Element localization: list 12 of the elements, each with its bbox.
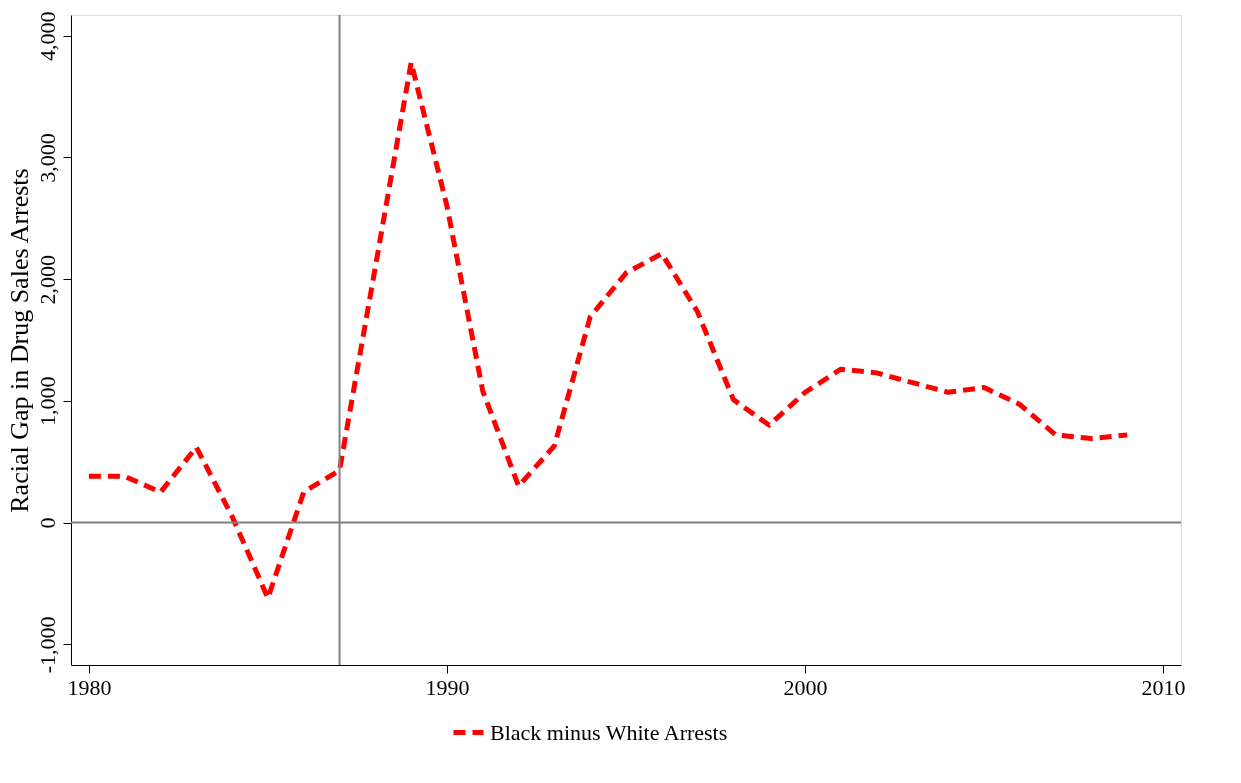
x-tick-label: 2010 [1141,674,1186,700]
y-tick-label: 1,000 [34,376,60,427]
x-tick-label: 1980 [67,674,112,700]
y-tick-label: 2,000 [34,254,60,305]
y-tick-label: 4,000 [34,11,60,61]
y-tick-label: 3,000 [34,133,60,183]
y-tick-label: -1,000 [34,616,60,674]
x-tick-label: 2000 [783,674,828,700]
x-tick-label: 1990 [425,674,470,700]
y-tick-label: 0 [34,517,60,529]
y-axis-title: Racial Gap in Drug Sales Arrests [4,168,34,513]
legend-label: Black minus White Arrests [490,719,728,745]
